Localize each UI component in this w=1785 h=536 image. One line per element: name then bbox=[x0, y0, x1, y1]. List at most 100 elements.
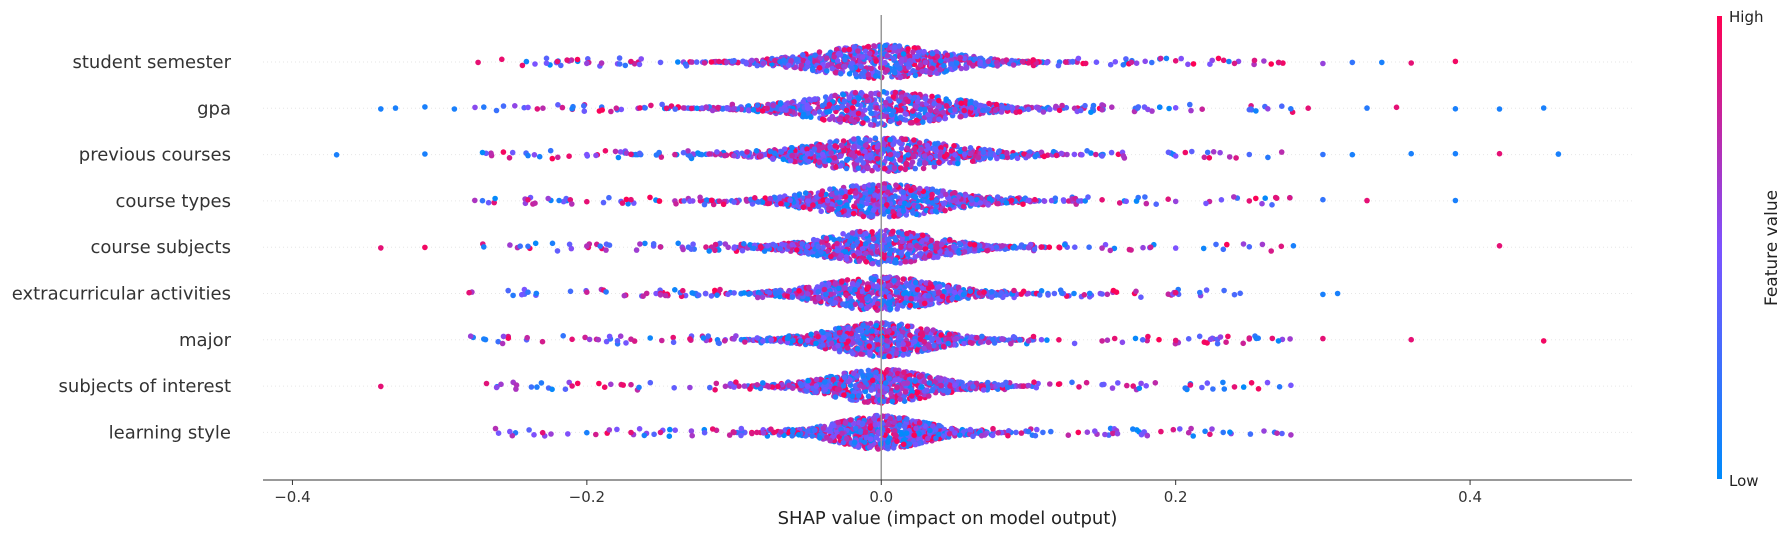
data-point bbox=[1126, 246, 1133, 253]
data-point bbox=[1275, 59, 1282, 66]
data-point bbox=[1072, 244, 1078, 250]
data-point bbox=[912, 165, 918, 172]
data-point bbox=[819, 151, 826, 158]
data-point bbox=[846, 46, 853, 53]
data-point bbox=[680, 105, 687, 111]
data-point bbox=[893, 289, 900, 295]
data-point bbox=[766, 289, 773, 296]
data-point bbox=[916, 161, 923, 167]
data-point bbox=[695, 292, 702, 299]
data-point bbox=[835, 63, 842, 70]
data-point bbox=[897, 74, 904, 81]
data-point bbox=[985, 58, 992, 65]
data-point bbox=[1206, 155, 1213, 161]
data-point bbox=[1320, 151, 1326, 158]
data-point bbox=[750, 107, 757, 113]
data-point bbox=[786, 287, 792, 294]
data-point bbox=[966, 247, 973, 253]
data-point bbox=[841, 63, 848, 70]
data-point bbox=[1025, 244, 1032, 251]
data-point bbox=[865, 284, 872, 291]
data-point bbox=[1043, 59, 1050, 66]
data-point bbox=[941, 62, 947, 69]
data-point bbox=[778, 200, 784, 207]
data-point bbox=[687, 198, 693, 204]
data-point bbox=[967, 288, 974, 295]
data-point bbox=[981, 289, 987, 296]
data-point bbox=[1452, 106, 1459, 112]
data-point bbox=[1142, 58, 1148, 65]
data-point bbox=[806, 96, 813, 103]
data-point bbox=[872, 135, 879, 141]
data-point bbox=[683, 63, 690, 69]
data-point bbox=[938, 58, 944, 64]
data-point bbox=[1188, 107, 1194, 114]
data-point bbox=[940, 109, 946, 116]
data-point bbox=[680, 149, 687, 156]
data-point bbox=[722, 152, 728, 159]
data-point bbox=[942, 115, 949, 122]
data-point bbox=[993, 101, 1000, 108]
data-point bbox=[1062, 242, 1068, 248]
data-point bbox=[909, 159, 916, 165]
data-point bbox=[838, 163, 844, 169]
data-point bbox=[1172, 245, 1179, 251]
data-point bbox=[891, 56, 897, 62]
data-point bbox=[980, 107, 986, 114]
data-point bbox=[884, 202, 890, 208]
data-point bbox=[1246, 244, 1253, 250]
data-point bbox=[977, 200, 984, 206]
data-point bbox=[870, 182, 876, 188]
data-point bbox=[832, 280, 839, 287]
data-point bbox=[993, 244, 1000, 250]
data-point bbox=[949, 296, 955, 302]
data-point bbox=[871, 43, 877, 49]
data-point bbox=[818, 191, 824, 198]
data-point bbox=[716, 198, 723, 204]
data-point bbox=[703, 104, 709, 110]
data-point bbox=[1555, 151, 1562, 157]
data-point bbox=[827, 186, 833, 192]
data-point bbox=[543, 60, 550, 66]
data-point bbox=[937, 66, 943, 73]
data-point bbox=[743, 60, 750, 67]
data-point bbox=[481, 244, 487, 250]
data-point bbox=[554, 248, 561, 254]
data-point bbox=[961, 249, 968, 255]
data-point bbox=[466, 289, 472, 296]
data-point bbox=[1278, 243, 1285, 250]
data-point bbox=[1079, 152, 1085, 158]
data-point bbox=[731, 199, 737, 205]
data-point bbox=[934, 53, 940, 60]
data-point bbox=[493, 107, 500, 114]
data-point bbox=[525, 152, 531, 159]
data-point bbox=[1014, 155, 1021, 162]
data-point bbox=[628, 196, 634, 203]
data-point bbox=[1093, 151, 1099, 158]
data-point bbox=[934, 245, 940, 251]
data-point bbox=[815, 289, 821, 295]
data-point bbox=[804, 146, 810, 152]
data-point bbox=[558, 62, 564, 69]
data-point bbox=[772, 57, 778, 64]
data-point bbox=[860, 120, 866, 126]
data-point bbox=[1218, 197, 1225, 203]
data-point bbox=[1172, 289, 1179, 296]
data-point bbox=[598, 60, 605, 66]
data-point bbox=[1041, 198, 1048, 204]
data-point bbox=[770, 241, 776, 248]
data-point bbox=[559, 104, 566, 111]
data-point bbox=[903, 289, 909, 296]
data-point bbox=[828, 150, 834, 156]
data-point bbox=[832, 143, 838, 149]
data-point bbox=[1200, 245, 1207, 252]
data-point bbox=[1053, 152, 1060, 159]
data-point bbox=[702, 290, 709, 297]
data-point bbox=[952, 289, 958, 296]
data-point bbox=[948, 107, 954, 114]
data-point bbox=[863, 93, 869, 100]
data-point bbox=[596, 108, 603, 114]
data-point bbox=[1187, 101, 1193, 108]
data-point bbox=[826, 157, 832, 163]
data-point bbox=[777, 245, 783, 252]
